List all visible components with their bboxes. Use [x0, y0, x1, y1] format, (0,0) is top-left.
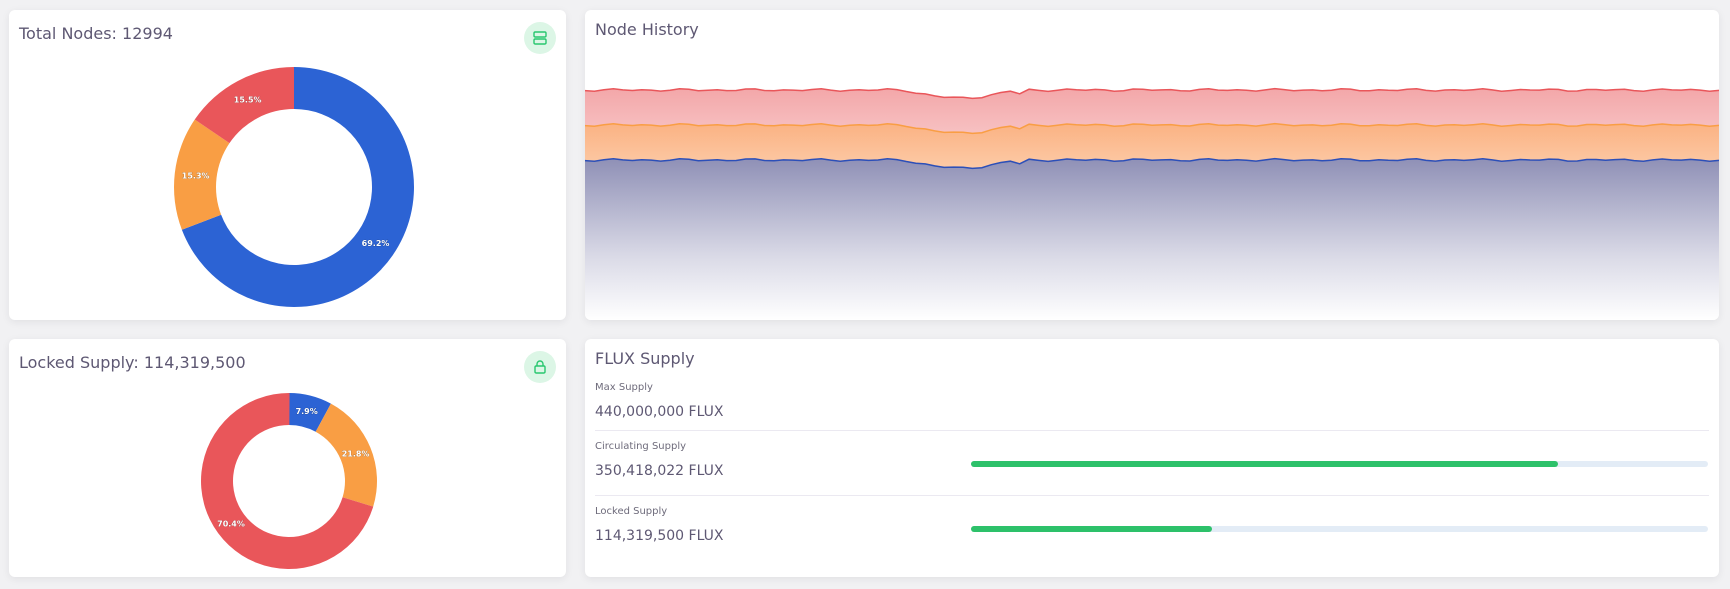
total-nodes-slice-label-0: 69.2%	[362, 239, 390, 248]
total-nodes-slice-2	[194, 67, 294, 144]
divider	[595, 430, 1709, 431]
flux-supply-title: FLUX Supply	[595, 349, 695, 368]
node-history-area-chart	[585, 87, 1719, 320]
circulating-supply-row: Circulating Supply 350,418,022 FLUX	[595, 441, 1709, 481]
total-nodes-slice-0	[181, 67, 414, 307]
total-nodes-label: Total Nodes:	[19, 24, 117, 43]
locked-supply-slice-label-2: 70.4%	[217, 519, 245, 528]
server-icon	[524, 22, 556, 54]
total-nodes-card: Total Nodes: 12994 69.2% 15.3% 15.5%	[9, 10, 566, 320]
locked-supply-title: Locked Supply: 114,319,500	[19, 353, 246, 372]
locked-supply-slice-label-1: 21.8%	[342, 449, 370, 458]
total-nodes-title: Total Nodes: 12994	[19, 24, 173, 43]
divider	[595, 495, 1709, 496]
locked-supply-row-label: Locked Supply	[595, 506, 668, 517]
total-nodes-slice-label-2: 15.5%	[234, 95, 262, 104]
node-history-title: Node History	[595, 20, 699, 39]
locked-supply-donut-chart: 7.9% 21.8% 70.4%	[201, 393, 377, 569]
circulating-supply-progress-bar	[971, 461, 1708, 467]
max-supply-row: Max Supply 440,000,000 FLUX	[595, 382, 1709, 422]
locked-supply-slice-2	[201, 393, 374, 569]
locked-supply-slice-1	[315, 403, 377, 507]
circulating-supply-label: Circulating Supply	[595, 441, 687, 452]
total-nodes-donut-chart: 69.2% 15.3% 15.5%	[174, 67, 414, 307]
history-area-top	[585, 88, 1719, 134]
node-history-card: Node History	[585, 10, 1719, 320]
locked-supply-value: 114,319,500	[143, 353, 246, 372]
total-nodes-value: 12994	[122, 24, 173, 43]
locked-supply-label: Locked Supply:	[19, 353, 139, 372]
locked-supply-slice-0	[289, 393, 331, 432]
locked-supply-slice-label-0: 7.9%	[296, 407, 318, 416]
locked-supply-progress-bar	[971, 526, 1708, 532]
lock-icon	[524, 351, 556, 383]
locked-supply-card: Locked Supply: 114,319,500 7.9% 21.8% 70.4…	[9, 339, 566, 577]
history-line-top	[585, 87, 1719, 100]
history-area-middle	[585, 123, 1719, 169]
locked-supply-row: Locked Supply 114,319,500 FLUX	[595, 506, 1709, 546]
flux-supply-card: FLUX Supply Max Supply 440,000,000 FLUX …	[585, 339, 1719, 577]
total-nodes-slice-label-1: 15.3%	[182, 171, 210, 180]
history-line-bottom	[585, 157, 1719, 170]
history-line-middle	[585, 122, 1719, 135]
locked-supply-row-value: 114,319,500 FLUX	[595, 528, 724, 544]
circulating-supply-progress-fill	[971, 461, 1558, 467]
max-supply-value: 440,000,000 FLUX	[595, 404, 724, 420]
circulating-supply-value: 350,418,022 FLUX	[595, 463, 724, 479]
history-area-bottom	[585, 158, 1719, 320]
total-nodes-slice-1	[174, 119, 230, 230]
max-supply-label: Max Supply	[595, 382, 653, 393]
locked-supply-progress-fill	[971, 526, 1212, 532]
